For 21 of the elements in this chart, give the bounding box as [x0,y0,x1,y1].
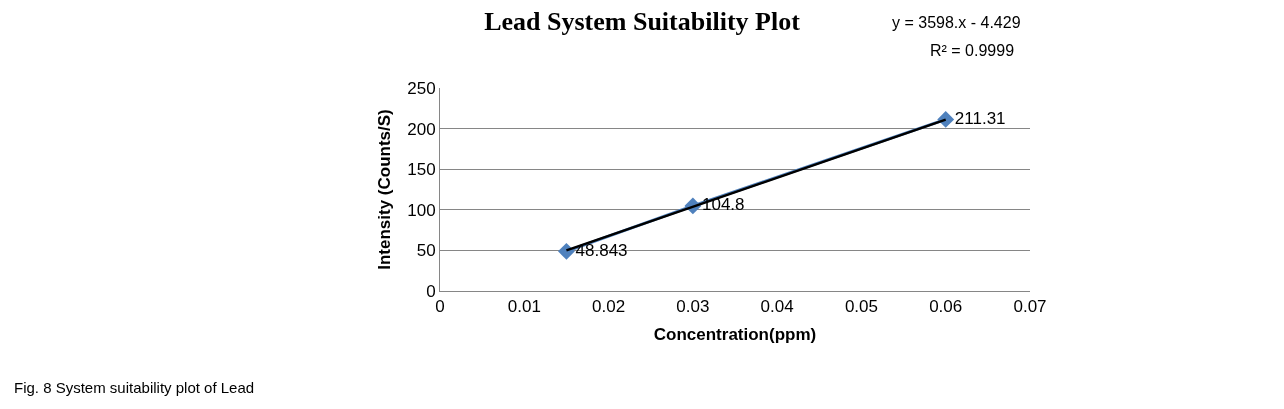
x-tick-label: 0.02 [592,297,626,317]
x-tick-label: 0.01 [507,297,541,317]
y-tick-label: 100 [407,200,436,220]
y-tick-label: 150 [407,160,436,180]
y-tick-label: 200 [407,119,436,139]
y-tick-label: 0 [426,281,436,301]
y-tick-label: 250 [407,78,436,98]
x-tick-label: 0.05 [844,297,878,317]
x-tick-label: 0.07 [1013,297,1047,317]
x-tick-label: 0.03 [676,297,710,317]
y-tick-label: 50 [416,241,436,261]
x-tick-label: 0.04 [760,297,794,317]
y-axis-title: Intensity (Counts/S) [374,109,394,270]
x-axis-title: Concentration(ppm) [653,324,817,344]
x-tick-label: 0.06 [929,297,963,317]
text: y = 3598.x - 4.429 [892,14,1021,31]
data-label: 211.31 [954,108,1006,128]
caption: Fig. 8 System suitability plot of Lead [14,379,255,396]
data-label: 48.843 [575,240,628,260]
text: R² = 0.9999 [930,42,1015,59]
chart-title: Lead System Suitability Plot [484,7,801,37]
